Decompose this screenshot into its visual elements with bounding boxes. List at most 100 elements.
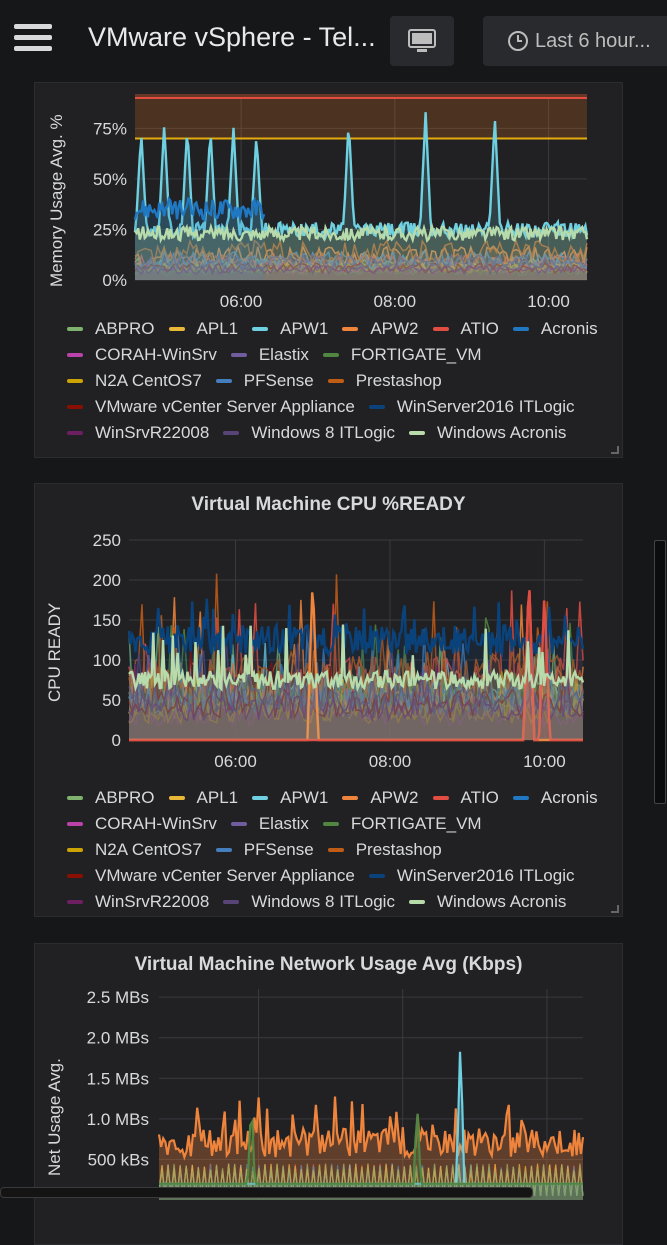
legend-label: PFSense <box>243 840 314 859</box>
legend-swatch <box>327 848 344 852</box>
network-usage-chart[interactable]: 500 kBs 1.0 MBs 1.5 MBs 2.0 MBs 2.5 MBs <box>35 944 622 1204</box>
y-tick-label: 25% <box>93 220 127 239</box>
legend-swatch <box>408 431 425 435</box>
legend-item[interactable]: Acronis <box>512 788 598 808</box>
legend-label: N2A CentOS7 <box>95 371 202 390</box>
legend-swatch <box>215 379 232 383</box>
legend-item[interactable]: APL1 <box>168 319 238 339</box>
top-navbar: VMware vSphere - Tel... Last 6 hour... <box>0 0 667 82</box>
legend-row: CORAH-WinSrv Elastix FORTIGATE_VM <box>67 811 612 837</box>
legend-label: ABPRO <box>95 788 155 807</box>
legend-item[interactable]: VMware vCenter Server Appliance <box>67 866 355 886</box>
memory-usage-panel: Memory Usage Avg. % 06:00 08:00 10:00 0% 25%… <box>34 82 623 458</box>
legend-label: WinServer2016 ITLogic <box>396 866 575 885</box>
legend-label: CORAH-WinSrv <box>95 345 217 364</box>
legend-item[interactable]: APW2 <box>342 788 419 808</box>
legend-row: VMware vCenter Server Appliance WinServer… <box>67 863 612 889</box>
series-line-highlight <box>134 222 589 244</box>
series-area <box>135 257 587 280</box>
legend-item[interactable]: ABPRO <box>67 788 155 808</box>
hamburger-icon[interactable] <box>14 24 52 56</box>
legend-item[interactable]: APW1 <box>252 788 328 808</box>
legend-item[interactable]: Prestashop <box>327 840 442 860</box>
series-line-highlight <box>129 590 583 742</box>
legend-item[interactable]: PFSense <box>215 840 314 860</box>
legend-item[interactable]: APW1 <box>252 319 328 339</box>
series-area-highlight <box>135 112 587 280</box>
series-area <box>129 648 583 740</box>
legend-item[interactable]: ATIO <box>432 319 499 339</box>
threshold-band <box>135 94 587 98</box>
legend-item[interactable]: Elastix <box>230 814 309 834</box>
legend-item[interactable]: FORTIGATE_VM <box>322 345 482 365</box>
legend-item[interactable]: APW2 <box>342 319 419 339</box>
legend-row: WinSrvR22008 Windows 8 ITLogic Windows Acr… <box>67 420 612 446</box>
series-line <box>128 573 584 701</box>
legend-item[interactable]: WinSrvR22008 <box>67 423 209 443</box>
panel-resize-handle[interactable] <box>611 905 619 913</box>
threshold-band <box>135 94 587 139</box>
series-area <box>129 683 583 740</box>
y-tick-label: 2.5 MBs <box>87 988 149 1007</box>
legend-item[interactable]: PFSense <box>215 371 314 391</box>
legend-swatch <box>67 900 83 904</box>
series-area <box>129 670 583 740</box>
series-line-highlight <box>157 1096 585 1161</box>
cpu-ready-chart[interactable]: 06:00 08:00 10:00 0 50 100 150 200 250 <box>35 484 622 784</box>
legend-item[interactable]: WinServer2016 ITLogic <box>368 397 574 417</box>
x-tick-label: 10:00 <box>527 292 570 311</box>
legend-swatch <box>368 874 385 878</box>
legend-row: WinSrvR22008 Windows 8 ITLogic Windows Acr… <box>67 889 612 915</box>
series-line <box>128 638 584 718</box>
legend-item[interactable]: Windows Acronis <box>408 892 566 912</box>
legend-item[interactable]: VMware vCenter Server Appliance <box>67 397 355 417</box>
legend-swatch <box>322 822 339 826</box>
legend-item[interactable]: CORAH-WinSrv <box>67 345 217 365</box>
y-tick-label: 1.5 MBs <box>87 1069 149 1088</box>
legend-item[interactable]: Windows Acronis <box>408 423 566 443</box>
series-area <box>129 666 583 740</box>
tv-mode-button[interactable] <box>390 16 454 66</box>
legend-item[interactable]: FORTIGATE_VM <box>322 814 482 834</box>
memory-usage-chart[interactable]: 06:00 08:00 10:00 0% 25% 50% 75% <box>35 83 622 323</box>
legend-item[interactable]: Acronis <box>512 319 598 339</box>
y-tick-label: 50 <box>102 691 121 710</box>
vertical-scrollbar[interactable] <box>654 540 666 804</box>
legend-swatch <box>67 405 83 409</box>
legend-row: N2A CentOS7 PFSense Prestashop <box>67 837 612 863</box>
legend-item[interactable]: Windows 8 ITLogic <box>223 892 395 912</box>
series-line <box>134 238 588 266</box>
legend-item[interactable]: APL1 <box>168 788 238 808</box>
network-panel-title[interactable]: Virtual Machine Network Usage Avg (Kbps) <box>134 954 523 975</box>
legend-item[interactable]: Windows 8 ITLogic <box>223 423 395 443</box>
series-area <box>135 265 587 280</box>
legend-swatch <box>67 796 83 800</box>
cpu-panel-title[interactable]: Virtual Machine CPU %READY <box>191 494 466 515</box>
legend-label: WinSrvR22008 <box>95 423 210 442</box>
y-tick-label: 2.0 MBs <box>87 1029 149 1048</box>
legend-item[interactable]: CORAH-WinSrv <box>67 814 217 834</box>
legend-item[interactable]: WinSrvR22008 <box>67 892 209 912</box>
horizontal-scrollbar[interactable] <box>0 1187 533 1198</box>
clock-icon <box>508 31 528 51</box>
time-range-picker[interactable]: Last 6 hour... <box>483 16 667 66</box>
legend-item[interactable]: WinServer2016 ITLogic <box>368 866 575 886</box>
legend-swatch <box>252 796 269 800</box>
legend-item[interactable]: N2A CentOS7 <box>67 840 202 860</box>
legend-item[interactable]: ATIO <box>432 788 499 808</box>
series-area-highlight <box>159 1096 583 1200</box>
series-line <box>134 252 588 272</box>
legend-swatch <box>67 379 83 383</box>
y-tick-label: 1.0 MBs <box>87 1110 149 1129</box>
legend-label: Elastix <box>258 345 309 364</box>
legend-item[interactable]: Prestashop <box>327 371 442 391</box>
panel-resize-handle[interactable] <box>611 446 619 454</box>
x-tick-label: 06:00 <box>220 292 263 311</box>
legend-swatch <box>432 327 449 331</box>
legend-swatch <box>168 327 185 331</box>
legend-label: APW2 <box>370 788 419 807</box>
legend-item[interactable]: ABPRO <box>67 319 155 339</box>
legend-item[interactable]: N2A CentOS7 <box>67 371 202 391</box>
legend-item[interactable]: Elastix <box>230 345 309 365</box>
dashboard-title[interactable]: VMware vSphere - Tel... <box>88 22 376 52</box>
